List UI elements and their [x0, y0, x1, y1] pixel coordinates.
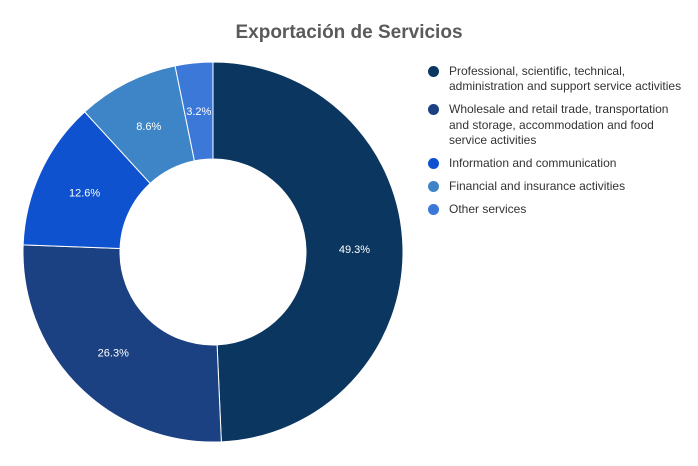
- legend-label: Professional, scientific, technical, adm…: [449, 64, 682, 94]
- slice-value-label-1: 49.3%: [339, 244, 370, 256]
- legend-item-5[interactable]: Other services: [428, 202, 690, 217]
- chart-title: Exportación de Servicios: [235, 22, 463, 43]
- legend-item-2[interactable]: Wholesale and retail trade, transportati…: [428, 102, 690, 148]
- legend-item-1[interactable]: Professional, scientific, technical, adm…: [428, 64, 690, 94]
- chart-legend: Professional, scientific, technical, adm…: [428, 64, 690, 226]
- slice-value-label-3: 12.6%: [69, 188, 100, 200]
- donut-slice-2[interactable]: [22, 244, 222, 443]
- slice-value-label-2: 26.3%: [98, 347, 129, 359]
- legend-swatch-icon: [428, 104, 439, 116]
- legend-item-3[interactable]: Information and communication: [428, 156, 690, 171]
- legend-swatch-icon: [428, 181, 439, 193]
- legend-label: Wholesale and retail trade, transportati…: [449, 102, 669, 147]
- legend-label: Financial and insurance activities: [449, 179, 626, 194]
- legend-label: Information and communication: [449, 156, 617, 171]
- legend-swatch-icon: [428, 158, 439, 170]
- legend-label: Other services: [449, 202, 527, 217]
- donut-slice-1[interactable]: [212, 61, 404, 443]
- legend-item-4[interactable]: Financial and insurance activities: [428, 179, 690, 194]
- donut-slice-5[interactable]: [174, 61, 214, 162]
- legend-swatch-icon: [428, 204, 439, 216]
- slice-value-label-5: 3.2%: [186, 106, 211, 118]
- slice-value-label-4: 8.6%: [136, 121, 161, 133]
- legend-swatch-icon: [428, 66, 439, 77]
